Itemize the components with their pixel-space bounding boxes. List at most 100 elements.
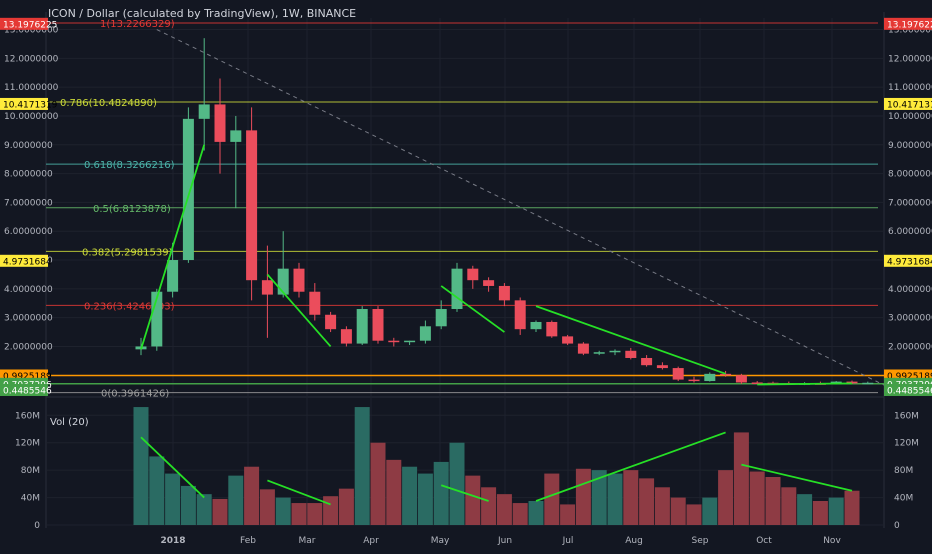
fib-level-label: 1(13.2266329) <box>100 19 175 30</box>
candle-body <box>846 381 858 384</box>
fib-level-label: 0.786(10.4824890) <box>60 98 157 109</box>
candle-body <box>404 340 416 343</box>
time-tick: May <box>431 536 450 546</box>
price-tick-right: 10.0000000 <box>888 112 932 122</box>
volume-tick-left: 40M <box>21 494 40 504</box>
price-badge-left <box>0 97 48 110</box>
volume-bar <box>386 459 402 525</box>
time-tick: Feb <box>240 536 256 546</box>
price-trendline <box>266 273 332 348</box>
candle-body <box>609 350 621 353</box>
volume-bar <box>512 503 528 525</box>
price-tick-right: 4.0000000 <box>888 285 932 295</box>
volume-bar <box>496 494 512 525</box>
candle-body <box>593 352 605 354</box>
time-tick: Jun <box>497 536 512 546</box>
price-trendline <box>535 305 726 375</box>
volume-bar <box>781 487 797 525</box>
volume-bar <box>275 497 291 525</box>
volume-bar <box>180 485 196 525</box>
volume-bar <box>338 488 354 525</box>
price-tick-left: 11.0000000 <box>4 83 59 93</box>
volume-tick-right: 120M <box>894 439 919 449</box>
price-tick-left: 6.0000000 <box>4 227 53 237</box>
price-badge-text-left: 0.9925189 <box>3 372 52 382</box>
price-tick-right: 2.0000000 <box>888 342 932 352</box>
volume-bar <box>544 473 560 525</box>
price-tick-left: 4.0000000 <box>4 285 53 295</box>
volume-bar <box>433 461 449 525</box>
candle-body <box>562 336 574 344</box>
price-trendline <box>757 382 853 386</box>
volume-bar <box>259 489 275 525</box>
volume-tick-left: 0 <box>34 521 40 531</box>
volume-bar <box>749 471 765 525</box>
time-tick: 2018 <box>160 536 185 546</box>
price-badge-right <box>884 17 932 30</box>
price-tick-left: 7.0000000 <box>4 198 53 208</box>
price-badge-right <box>884 97 932 110</box>
volume-bar <box>133 407 149 525</box>
volume-tick-left: 80M <box>21 466 40 476</box>
price-badge-left <box>0 254 48 267</box>
candle-body <box>167 260 179 292</box>
volume-bar <box>733 432 749 525</box>
candle-body <box>230 130 242 142</box>
price-tick-right: 8.0000000 <box>888 170 932 180</box>
price-tick-left: 2.0000000 <box>4 342 53 352</box>
volume-bar <box>323 496 339 525</box>
price-tick-right: 7.0000000 <box>888 198 932 208</box>
candle-body <box>672 368 684 380</box>
price-tick-right: 3.0000000 <box>888 314 932 324</box>
volume-bar <box>623 470 639 525</box>
price-badge-left <box>0 384 48 396</box>
candles <box>135 38 874 386</box>
price-tick-right: 11.0000000 <box>888 83 932 93</box>
price-tick-right: 6.0000000 <box>888 227 932 237</box>
trendlines <box>140 29 900 506</box>
volume-tick-right: 40M <box>894 494 913 504</box>
candle-body <box>325 314 337 330</box>
volume-tick-right: 160M <box>894 411 919 421</box>
volume-bar <box>765 477 781 525</box>
candle-body <box>656 365 668 369</box>
chart-title: ICON / Dollar (calculated by TradingView… <box>48 7 356 20</box>
volume-bar <box>828 497 844 525</box>
volume-bar <box>291 503 307 525</box>
price-badge-right <box>884 384 932 396</box>
volume-tick-right: 0 <box>894 521 900 531</box>
volume-trendline <box>440 484 489 502</box>
candle-body <box>688 379 700 382</box>
candle-body <box>214 104 226 142</box>
volume-bars <box>133 407 860 525</box>
fib-level-label: 0.382(5.2981539) <box>82 247 173 258</box>
candle-body <box>641 357 653 366</box>
candle-body <box>198 104 210 119</box>
price-tick-right: 13.0000000 <box>888 26 932 36</box>
price-badge-text-left: 4.9731684 <box>3 257 52 267</box>
price-tick-left: 12.0000000 <box>4 54 59 64</box>
volume-bar <box>481 487 497 525</box>
candle-body <box>293 268 305 292</box>
volume-bar <box>607 473 623 525</box>
price-tick-left: 10.0000000 <box>4 112 59 122</box>
candle-body <box>435 309 447 327</box>
price-badge-text-right: 10.4171319 <box>887 100 932 110</box>
volume-label: Vol (20) <box>50 417 89 428</box>
price-tick-left: 13.0000000 <box>4 26 59 36</box>
volume-bar <box>844 490 860 525</box>
candle-body <box>419 326 431 341</box>
volume-bar <box>528 501 544 525</box>
volume-bar <box>402 466 418 525</box>
time-tick: Aug <box>625 536 643 546</box>
candle-body <box>720 373 732 376</box>
fib-level-label: 0.236(3.4246103) <box>84 301 175 312</box>
time-tick: Mar <box>299 536 316 546</box>
volume-tick-left: 120M <box>15 439 40 449</box>
volume-trendline <box>535 431 726 502</box>
price-tick-left: 3.0000000 <box>4 314 53 324</box>
volume-bar <box>812 501 828 525</box>
price-badge-text-right: 0.9925189 <box>887 372 932 382</box>
volume-bar <box>196 494 212 525</box>
candle-body <box>751 382 763 384</box>
